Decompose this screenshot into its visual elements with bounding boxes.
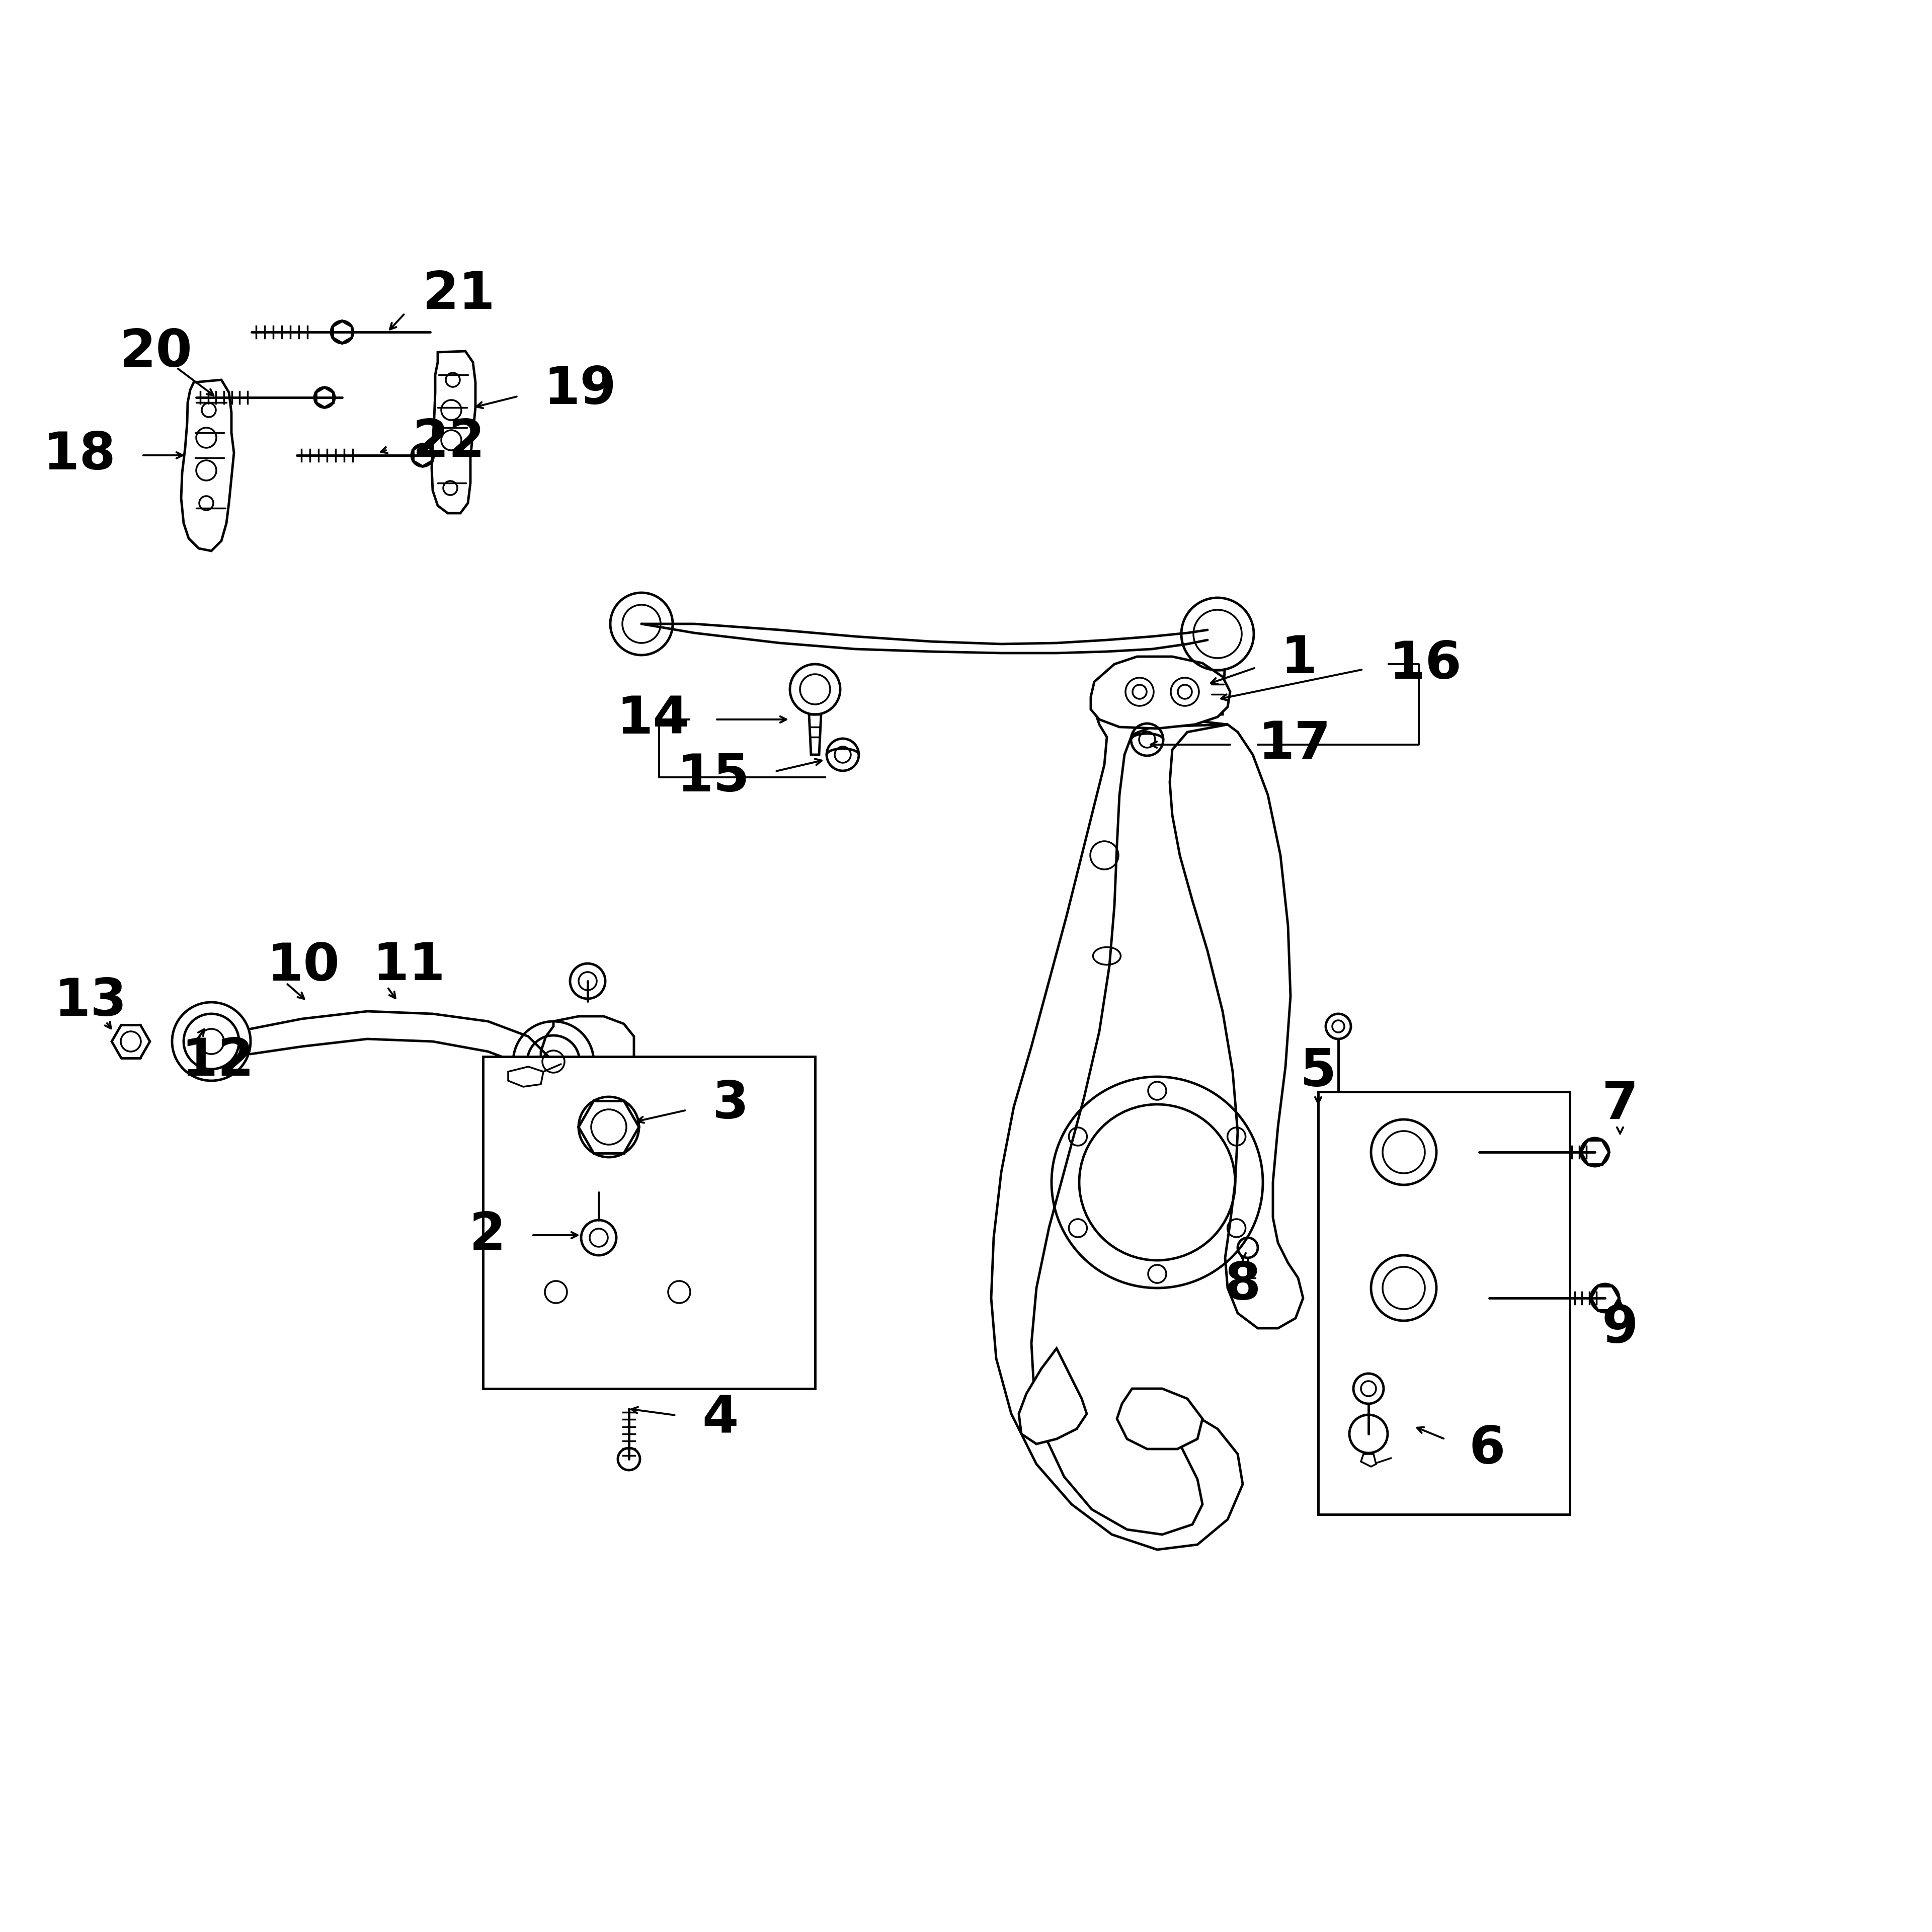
Text: 15: 15 — [676, 752, 750, 802]
Polygon shape — [431, 352, 475, 514]
Text: 22: 22 — [413, 417, 485, 468]
Text: 6: 6 — [1468, 1424, 1505, 1474]
Polygon shape — [1329, 1094, 1480, 1202]
Text: 14: 14 — [616, 694, 690, 746]
Text: 5: 5 — [1300, 1047, 1337, 1097]
Text: 21: 21 — [423, 269, 495, 319]
Polygon shape — [991, 709, 1302, 1549]
Text: 17: 17 — [1258, 719, 1331, 771]
Text: 4: 4 — [701, 1393, 738, 1445]
Text: 19: 19 — [543, 365, 616, 415]
Polygon shape — [508, 1066, 543, 1086]
Text: 9: 9 — [1602, 1302, 1638, 1354]
Polygon shape — [1211, 670, 1225, 715]
Polygon shape — [1092, 657, 1231, 728]
Text: 7: 7 — [1602, 1078, 1638, 1130]
Text: 18: 18 — [43, 431, 116, 481]
Text: 1: 1 — [1281, 634, 1318, 684]
Polygon shape — [541, 1016, 634, 1084]
Bar — [1318, 1092, 1569, 1515]
Polygon shape — [1117, 1389, 1202, 1449]
Text: 20: 20 — [120, 327, 193, 377]
Bar — [483, 1057, 815, 1389]
Text: 3: 3 — [711, 1078, 748, 1130]
Text: 16: 16 — [1389, 639, 1461, 690]
Text: 10: 10 — [267, 941, 340, 991]
Polygon shape — [182, 381, 234, 551]
Polygon shape — [1360, 1455, 1376, 1466]
Text: 11: 11 — [373, 941, 444, 991]
Polygon shape — [533, 1244, 697, 1314]
Polygon shape — [1018, 1349, 1086, 1443]
Text: 12: 12 — [182, 1036, 253, 1088]
Text: 13: 13 — [54, 976, 128, 1026]
Text: 2: 2 — [469, 1209, 506, 1260]
Polygon shape — [810, 715, 821, 755]
Polygon shape — [1329, 1208, 1493, 1364]
Text: 8: 8 — [1225, 1260, 1262, 1312]
